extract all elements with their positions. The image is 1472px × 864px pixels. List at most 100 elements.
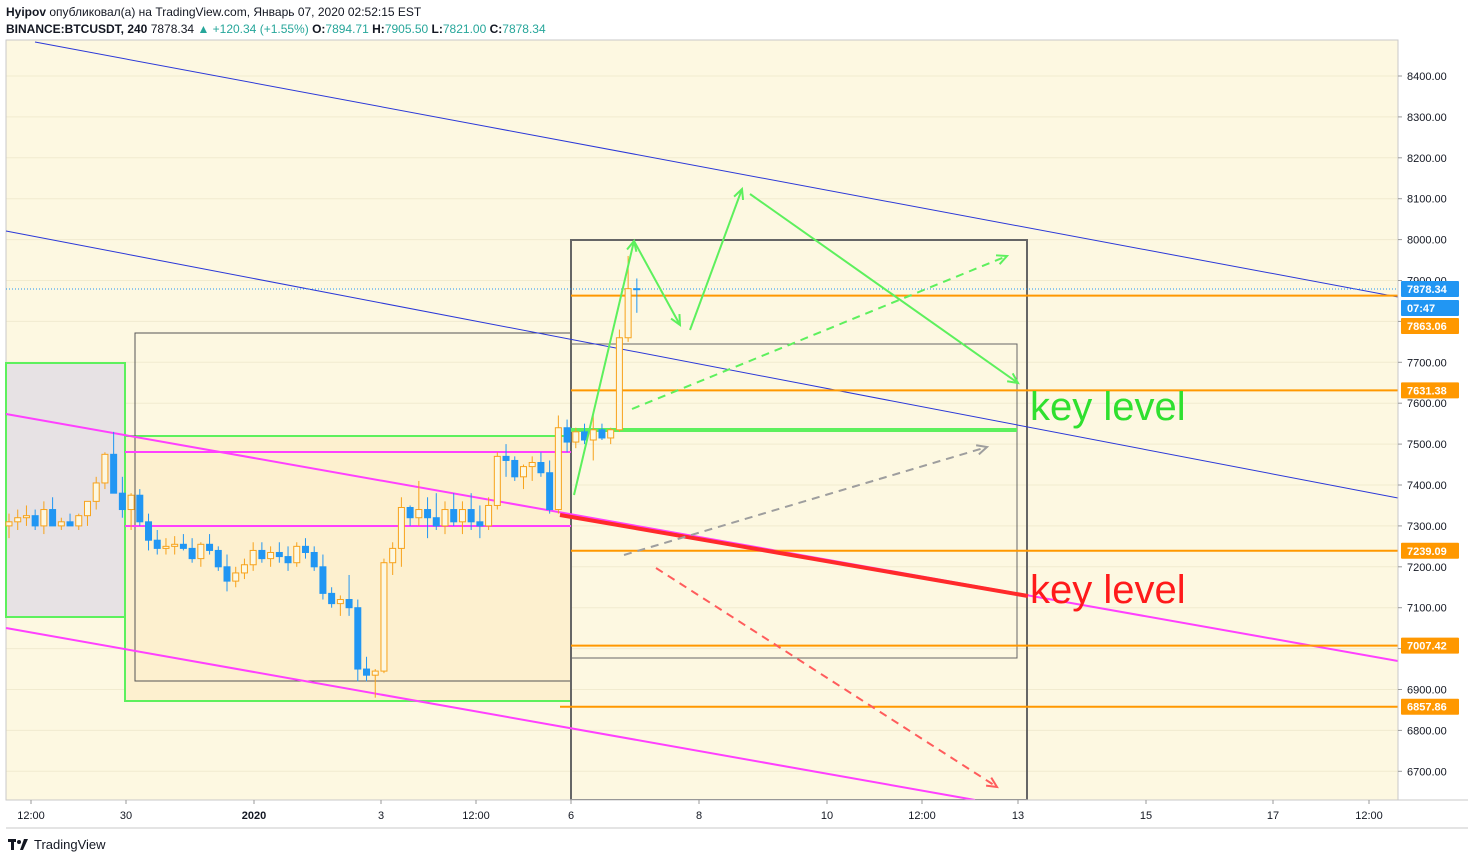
time-axis[interactable]: 12:00 30 2020 3 12:00 6 8 10 12:00 13 15 17 12:00 bbox=[6, 799, 1468, 829]
price-tick-label: 8100.00 bbox=[1407, 194, 1447, 206]
candle-body bbox=[389, 547, 397, 564]
candle-body bbox=[397, 506, 405, 549]
key-level-label: key level bbox=[1030, 385, 1186, 429]
green-dip-arrow bbox=[633, 240, 681, 326]
candle-body bbox=[624, 288, 632, 339]
price-tick-label: 8300.00 bbox=[1407, 112, 1447, 124]
candle-body bbox=[188, 547, 196, 560]
candle-body bbox=[424, 509, 432, 519]
gray-zone bbox=[6, 363, 125, 617]
arrow-head bbox=[985, 777, 999, 789]
candle-body bbox=[171, 543, 179, 547]
candle-body bbox=[615, 337, 623, 431]
candle-body bbox=[450, 509, 458, 523]
footer-brand[interactable]: TradingView bbox=[8, 837, 106, 852]
time-tick-label: 10 bbox=[821, 810, 833, 822]
candle-body bbox=[476, 521, 484, 527]
price-label: 7239.09 bbox=[1407, 546, 1447, 558]
key-level-label: key level bbox=[1030, 568, 1186, 612]
candle-body bbox=[127, 494, 135, 511]
price-label-bg bbox=[1401, 318, 1459, 334]
price-tick-label: 7600.00 bbox=[1407, 398, 1447, 410]
candle-body bbox=[354, 607, 362, 670]
candle-body bbox=[363, 668, 371, 676]
candle-body bbox=[301, 545, 309, 553]
candle-body bbox=[223, 566, 231, 582]
price-tick-label: 7300.00 bbox=[1407, 521, 1447, 533]
candle-body bbox=[66, 521, 74, 527]
candle-body bbox=[458, 509, 466, 523]
price-label: 7863.06 bbox=[1407, 321, 1447, 333]
price-label-bg bbox=[1401, 698, 1459, 715]
candle-body bbox=[406, 506, 414, 519]
red-dashed-arrow bbox=[655, 567, 998, 788]
candle-body bbox=[572, 431, 580, 443]
price-label-bg bbox=[1401, 382, 1459, 399]
time-tick-label: 17 bbox=[1267, 810, 1279, 822]
candle-body bbox=[371, 670, 379, 676]
author-name[interactable]: Hyipov bbox=[6, 5, 47, 19]
trend-lines bbox=[5, 41, 1399, 801]
candle-body bbox=[5, 521, 13, 527]
green-down-arrow bbox=[749, 193, 1019, 384]
price-tick-label: 6700.00 bbox=[1407, 766, 1447, 778]
symbol-name[interactable]: BINANCE:BTCUSDT, 240 bbox=[6, 22, 148, 36]
time-tick-label: 13 bbox=[1012, 810, 1024, 822]
candle-body bbox=[519, 466, 527, 478]
candle-body bbox=[432, 517, 440, 527]
time-tick-label: 12:00 bbox=[17, 810, 45, 822]
candle-body bbox=[633, 288, 641, 291]
candle-body bbox=[310, 551, 318, 568]
candle-body bbox=[467, 509, 475, 523]
price-tick-label: 7500.00 bbox=[1407, 439, 1447, 451]
candle-body bbox=[267, 551, 275, 560]
green-up-arrow bbox=[573, 240, 635, 496]
close-value: 7878.34 bbox=[502, 22, 546, 36]
price-tick-label: 6900.00 bbox=[1407, 685, 1447, 697]
price-change: ▲ +120.34 (+1.55%) bbox=[197, 22, 309, 36]
last-price: 7878.34 bbox=[150, 22, 195, 36]
price-axis-bg bbox=[1398, 40, 1468, 800]
price-label-bg bbox=[1401, 300, 1459, 316]
time-tick-label: 15 bbox=[1140, 810, 1152, 822]
candle-body bbox=[179, 543, 187, 549]
candle-body bbox=[153, 539, 161, 549]
price-tick-label: 7100.00 bbox=[1407, 603, 1447, 615]
candle-body bbox=[607, 429, 615, 439]
candle-body bbox=[598, 429, 606, 439]
candle-body bbox=[293, 545, 301, 564]
arrow-head bbox=[670, 313, 682, 328]
price-axis[interactable]: 8400.008300.008200.008100.008000.007900.… bbox=[1397, 40, 1468, 800]
candle-body bbox=[511, 459, 519, 478]
forecast-arrows bbox=[573, 186, 1020, 789]
candle-body bbox=[345, 599, 353, 609]
candle-body bbox=[328, 592, 336, 605]
time-axis-bg bbox=[6, 800, 1398, 828]
red-key-level-line bbox=[559, 513, 1029, 598]
time-tick-label: 3 bbox=[378, 810, 384, 822]
channel-upper-line bbox=[34, 41, 1399, 298]
price-label: 7007.42 bbox=[1407, 641, 1447, 653]
tradingview-logo-icon bbox=[8, 838, 28, 850]
candle-body bbox=[214, 549, 222, 568]
candle-body bbox=[319, 566, 327, 594]
candle-body bbox=[537, 462, 545, 474]
candle-body bbox=[118, 492, 126, 511]
candle-body bbox=[380, 562, 388, 672]
arrow-head bbox=[1006, 372, 1020, 385]
candle-body bbox=[502, 455, 510, 461]
price-tick-label: 6800.00 bbox=[1407, 725, 1447, 737]
candle-body bbox=[22, 515, 30, 519]
candle-body bbox=[415, 509, 423, 519]
candle-body bbox=[49, 509, 57, 527]
candle-body bbox=[40, 509, 48, 527]
projection-inner-box bbox=[570, 343, 1018, 659]
annotations: key level key level bbox=[1030, 385, 1186, 612]
chart-publish-info: Hyipov опубликовал(а) на TradingView.com… bbox=[6, 5, 421, 19]
price-label-bg bbox=[1401, 281, 1459, 297]
price-tick-label: 7200.00 bbox=[1407, 562, 1447, 574]
candle-body bbox=[258, 549, 266, 560]
candle-body bbox=[441, 509, 449, 527]
candle-body bbox=[563, 427, 571, 443]
